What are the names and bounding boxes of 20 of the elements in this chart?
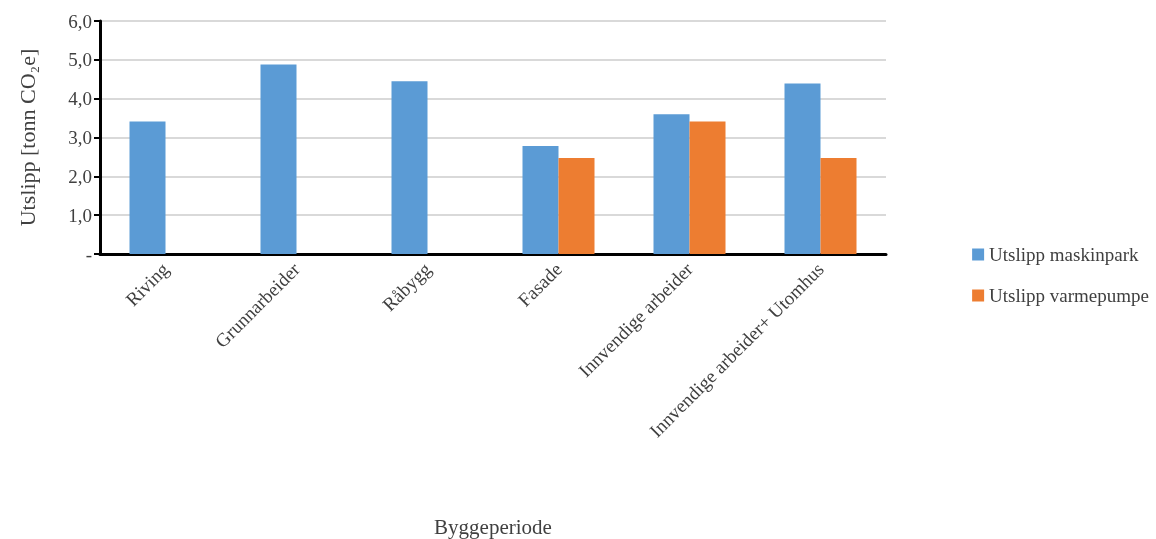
y-tick-label: 1,0	[68, 204, 92, 226]
y-tick-label: 6,0	[68, 10, 92, 32]
x-axis-title: Byggeperiode	[434, 514, 552, 539]
bar	[260, 64, 297, 254]
bar	[653, 114, 690, 254]
y-tick-label: 5,0	[68, 49, 92, 71]
y-tick-label: -	[85, 243, 92, 265]
bar	[784, 83, 821, 254]
y-tick-label: 3,0	[68, 127, 92, 148]
legend-label: Utslipp maskinpark	[989, 244, 1139, 265]
legend-label: Utslipp varmepumpe	[989, 285, 1149, 306]
bar	[689, 121, 726, 254]
bar	[820, 158, 857, 254]
bar	[522, 146, 559, 254]
y-tick-label: 2,0	[68, 165, 92, 187]
y-axis-title: Utslipp [tonn CO₂e]	[14, 48, 40, 227]
bar	[391, 81, 428, 254]
bar	[129, 121, 166, 254]
bar	[558, 158, 595, 254]
y-tick-label: 4,0	[68, 88, 92, 110]
